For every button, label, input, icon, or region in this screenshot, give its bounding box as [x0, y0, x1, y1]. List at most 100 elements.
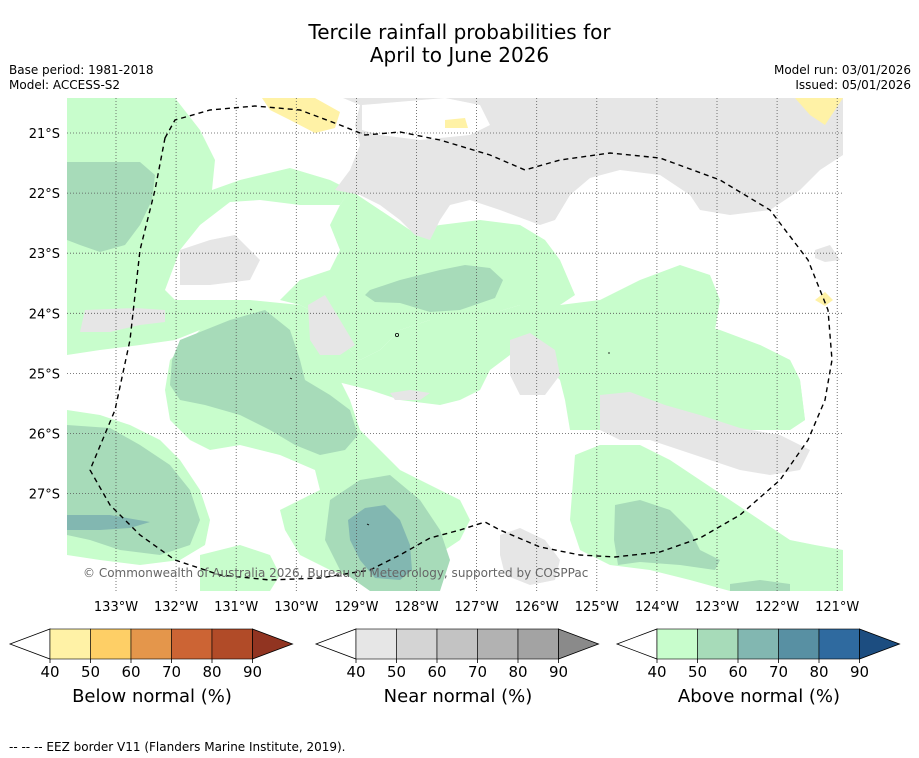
- island-marker: [289, 377, 293, 380]
- colorbar-segment: [818, 628, 860, 660]
- colorbar-tick-label: 90: [850, 663, 869, 681]
- colorbar-segment: [355, 628, 397, 660]
- colorbar-segment: [778, 628, 820, 660]
- longitude-label: 128°W: [394, 600, 438, 615]
- model-name: Model: ACCESS-S2: [9, 78, 121, 92]
- colorbar-extend-high: [859, 628, 901, 660]
- longitude-label: 124°W: [635, 600, 679, 615]
- colorbar-tick-label: 50: [688, 663, 707, 681]
- latitude-label: 25°S: [29, 367, 60, 382]
- colorbar-extend-low: [615, 628, 658, 660]
- colorbar-tick-label: 40: [40, 663, 59, 681]
- colorbar-tick-label: 50: [387, 663, 406, 681]
- colorbar-segment: [130, 628, 172, 660]
- colorbar-segment: [396, 628, 438, 660]
- above-region-north-teal: [365, 265, 503, 312]
- above-region-far-south-east-teal: [730, 580, 790, 591]
- colorbar-above-label: Above normal (%): [677, 686, 841, 707]
- latitude-label: 23°S: [29, 247, 60, 262]
- colorbar-tick-label: 60: [121, 663, 140, 681]
- eez-border-line: [89, 105, 833, 581]
- near-region-center: [510, 333, 560, 395]
- colorbar-near-label: Near normal (%): [383, 686, 533, 707]
- above-region-far-south-west: [200, 545, 280, 591]
- near-region-small-east: [815, 245, 840, 262]
- longitude-label: 122°W: [755, 600, 799, 615]
- colorbar-segment: [697, 628, 739, 660]
- longitude-label: 130°W: [274, 600, 318, 615]
- colorbar-below-normal: 40 50 60 70 80 90: [8, 628, 294, 681]
- latitude-labels: 21°S 22°S 23°S 24°S 25°S 26°S 27°S: [29, 127, 60, 503]
- longitude-label: 127°W: [455, 600, 499, 615]
- above-region-south-east-teal: [614, 500, 720, 570]
- title-line-2: April to June 2026: [369, 43, 550, 67]
- colorbar-segment: [171, 628, 213, 660]
- latitude-label: 21°S: [29, 127, 60, 142]
- colorbar-tick-label: 80: [508, 663, 527, 681]
- near-region-gap: [362, 98, 490, 140]
- latitude-label: 24°S: [29, 307, 60, 322]
- island-markers: [249, 308, 610, 526]
- above-region-central-teal: [170, 310, 358, 455]
- latitude-label: 27°S: [29, 488, 60, 503]
- island-marker: [366, 523, 370, 526]
- latitude-label: 26°S: [29, 428, 60, 443]
- colorbar-tick-label: 40: [647, 663, 666, 681]
- longitude-label: 133°W: [94, 600, 138, 615]
- near-region-far-west: [80, 308, 165, 332]
- latitude-gridlines: [67, 132, 843, 495]
- near-region-center-west: [308, 295, 355, 355]
- base-period: Base period: 1981-2018: [9, 63, 154, 77]
- meta-left: Base period: 1981-2018 Model: ACCESS-S2: [9, 63, 154, 93]
- above-region-far-west-teal: [67, 185, 90, 195]
- island-marker: [394, 332, 399, 337]
- above-region-east: [585, 265, 805, 430]
- colorbar-extend-low: [314, 628, 357, 660]
- above-region-west-blue: [67, 515, 150, 530]
- below-region-north: [262, 98, 340, 133]
- longitude-labels: 133°W 132°W 131°W 130°W 129°W 128°W 127°W 126°W…: [94, 600, 860, 615]
- meta-right: Model run: 03/01/2026 Issued: 05/01/2026: [774, 63, 911, 93]
- near-region-west-box: [180, 235, 260, 285]
- colorbar-tick-label: 50: [81, 663, 100, 681]
- above-region-south-blue: [348, 505, 412, 580]
- colorbar-segment: [211, 628, 253, 660]
- colorbar-segment: [517, 628, 559, 660]
- longitude-gridlines: [115, 98, 838, 591]
- longitude-label: 125°W: [575, 600, 619, 615]
- colorbar-above-normal: 40 50 60 70 80 90: [615, 628, 901, 681]
- colorbar-segment: [477, 628, 519, 660]
- longitude-label: 129°W: [334, 600, 378, 615]
- colorbar-tick-label: 60: [427, 663, 446, 681]
- map-area: [67, 98, 843, 591]
- colorbar-segment: [49, 628, 91, 660]
- colorbar-tick-label: 40: [346, 663, 365, 681]
- latitude-label: 22°S: [29, 187, 60, 202]
- colorbar-below-label: Below normal (%): [72, 686, 232, 707]
- near-region-small-north: [655, 148, 670, 156]
- longitude-label: 132°W: [154, 600, 198, 615]
- colorbar-extend-high: [558, 628, 600, 660]
- issued-date: Issued: 05/01/2026: [795, 78, 911, 92]
- longitude-label: 123°W: [695, 600, 739, 615]
- colorbar-segment: [656, 628, 698, 660]
- colorbar-segment: [90, 628, 132, 660]
- colorbar-tick-label: 60: [728, 663, 747, 681]
- near-region-south-center: [500, 528, 560, 585]
- colorbar-tick-label: 90: [243, 663, 262, 681]
- above-normal-70-80-regions: [67, 505, 412, 580]
- colorbar-tick-label: 70: [468, 663, 487, 681]
- near-region-east: [600, 392, 810, 475]
- island-marker: [249, 308, 253, 311]
- colorbar-extend-low: [8, 628, 51, 660]
- eez-footnote: -- -- -- EEZ border V11 (Flanders Marine…: [9, 740, 346, 754]
- below-region-north-east: [795, 98, 843, 125]
- colorbar-near-normal: 40 50 60 70 80 90: [314, 628, 600, 681]
- title-line-1: Tercile rainfall probabilities for: [308, 20, 611, 44]
- longitude-label: 126°W: [515, 600, 559, 615]
- above-region-west-teal: [67, 162, 155, 252]
- colorbar-segment: [737, 628, 779, 660]
- longitude-label: 121°W: [815, 600, 859, 615]
